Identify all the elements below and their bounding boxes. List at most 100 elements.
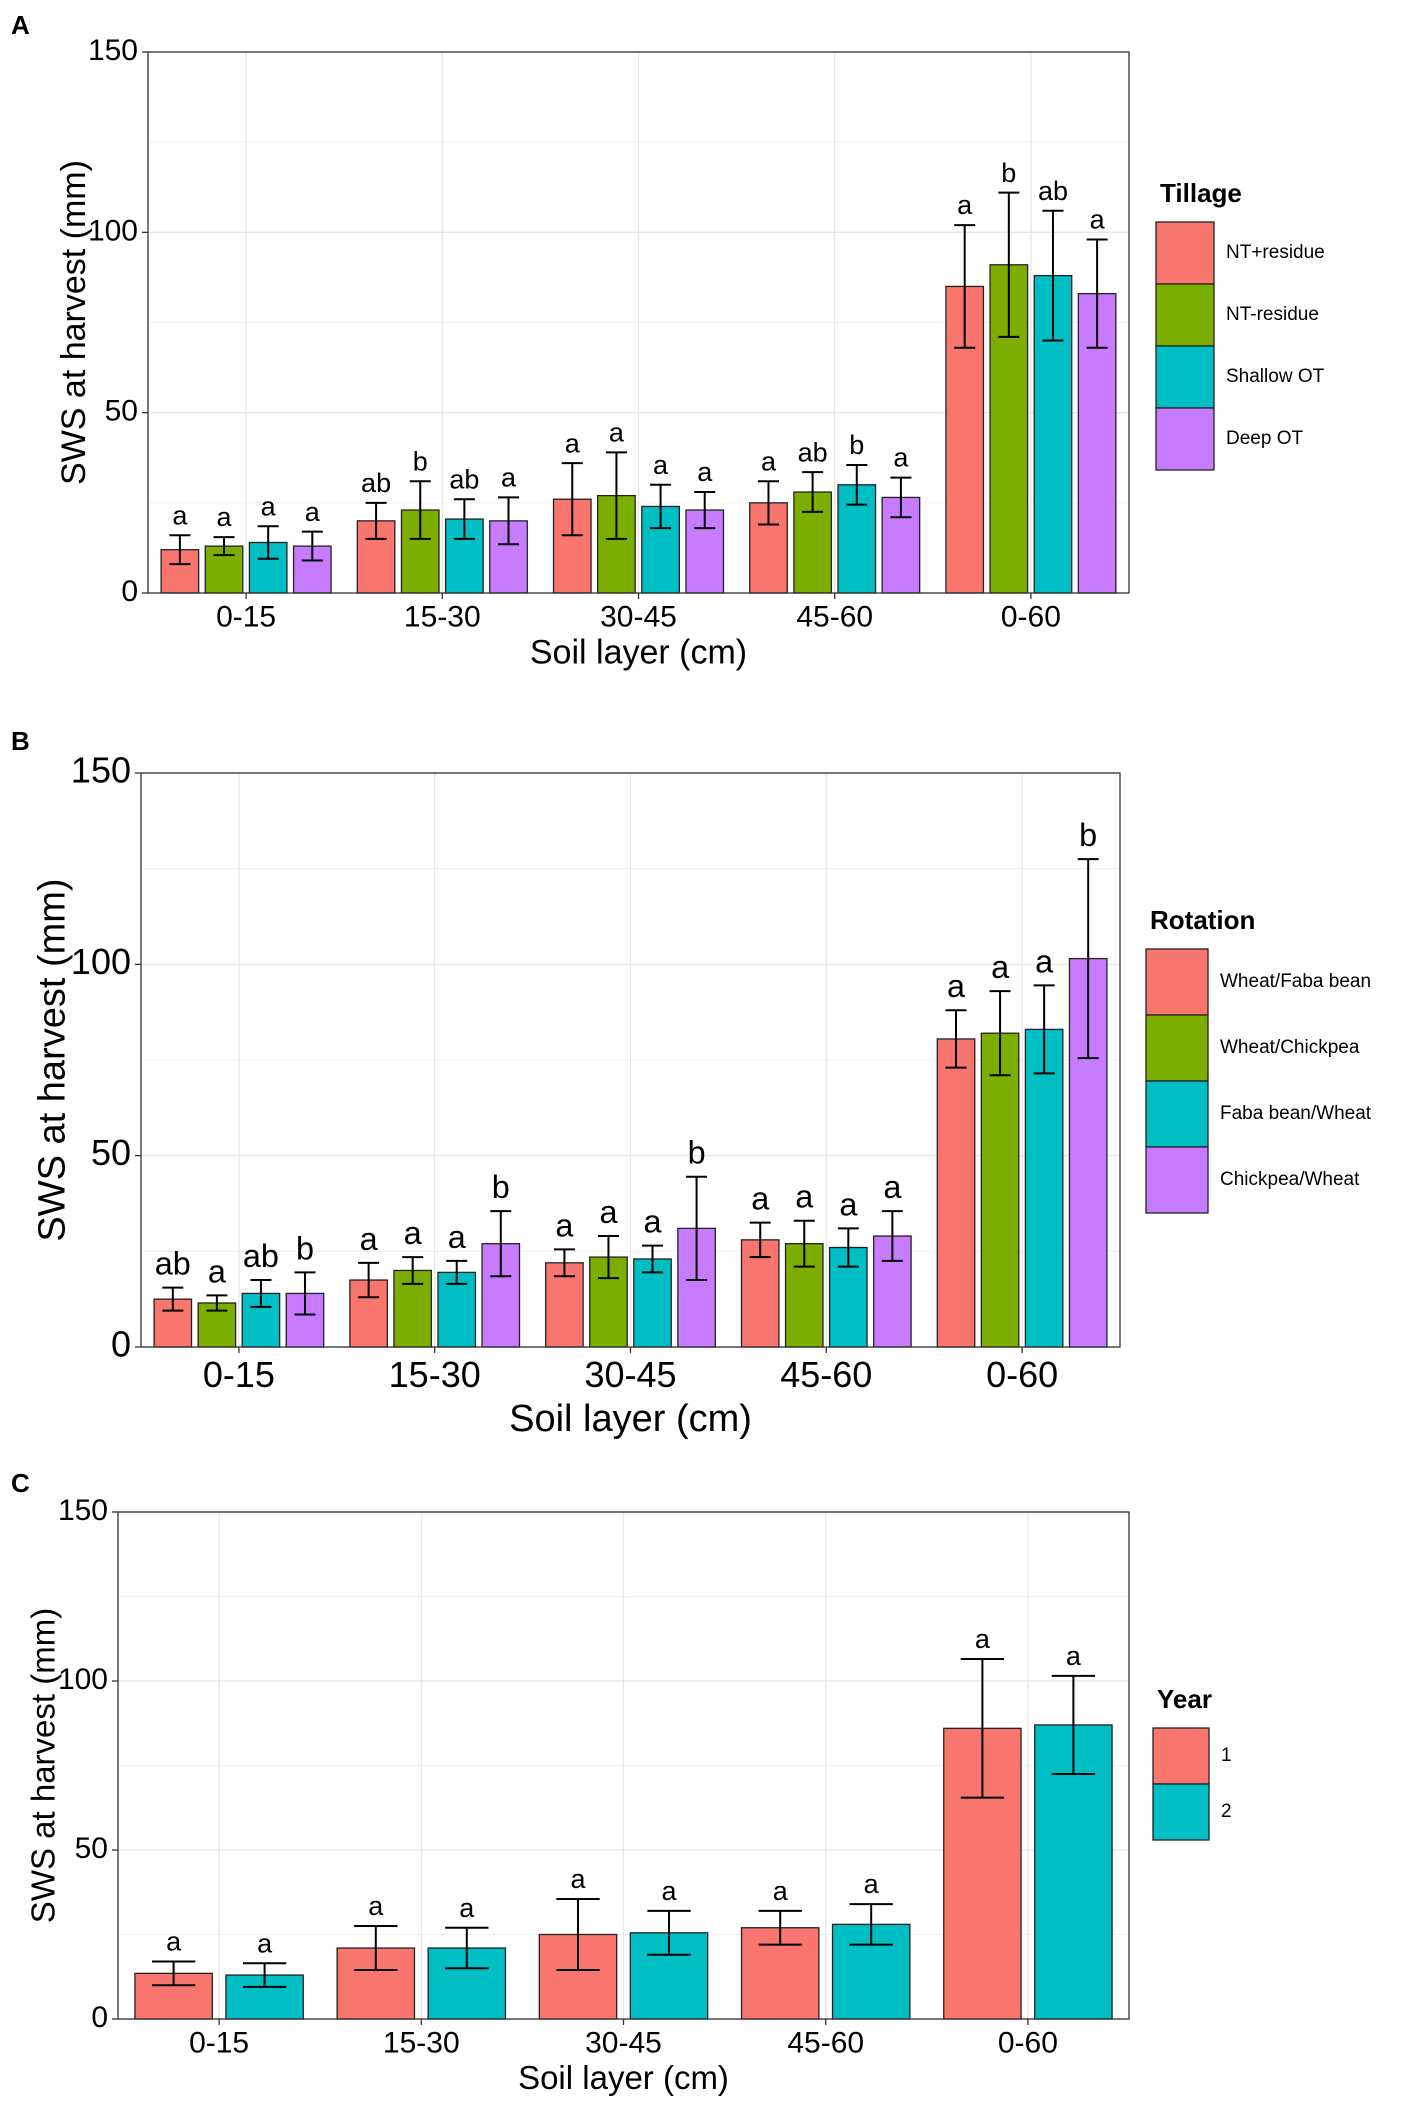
legend-key [1145, 1080, 1209, 1148]
error-bar [553, 1248, 575, 1278]
x-axis-label: Soil layer (cm) [530, 633, 747, 671]
legend-key [1155, 345, 1215, 409]
error-bar [954, 224, 976, 349]
error-bar [837, 1227, 859, 1268]
error-bar [642, 1244, 664, 1274]
error-bar [151, 1960, 196, 1987]
legend-label: 1 [1221, 1745, 1232, 1766]
error-bar [490, 1210, 512, 1278]
x-tick-label: 30-45 [600, 600, 677, 633]
legend-key [1145, 1146, 1209, 1214]
significance-letter: b [688, 1135, 706, 1171]
error-bar [169, 534, 191, 566]
error-bar [301, 530, 323, 562]
significance-letter: a [555, 1207, 574, 1243]
error-bar [453, 498, 475, 540]
x-tick-label: 0-15 [203, 1354, 275, 1395]
significance-letter: a [864, 1869, 880, 1899]
y-axis-label: SWS at harvest (mm) [55, 160, 93, 485]
legend-label: Deep OT [1226, 428, 1303, 449]
error-bar [881, 1210, 903, 1262]
significance-letter: ab [798, 437, 828, 467]
legend-label: NT+residue [1226, 242, 1325, 263]
y-axis-label: SWS at harvest (mm) [25, 1608, 62, 1923]
legend-label: Wheat/Faba bean [1220, 971, 1371, 992]
significance-letter: ab [1038, 176, 1068, 206]
x-tick-label: 45-60 [796, 600, 873, 633]
bar [936, 1038, 976, 1348]
error-bar [1033, 984, 1055, 1075]
significance-letter: a [570, 1864, 586, 1894]
error-bar [757, 480, 779, 526]
error-bar [793, 1219, 815, 1268]
significance-letter: ab [449, 464, 479, 494]
error-bar [1086, 238, 1108, 349]
error-bar [250, 1279, 272, 1308]
x-tick-label: 15-30 [389, 1354, 481, 1395]
plot-border [117, 1511, 1130, 2020]
significance-letter: a [599, 1194, 618, 1230]
significance-letter: b [849, 430, 864, 460]
y-tick-label: 0 [111, 1324, 131, 1365]
legend-key [1152, 1727, 1210, 1785]
legend-key [1152, 1783, 1210, 1841]
x-tick-label: 45-60 [787, 2026, 864, 2059]
y-tick-label: 50 [105, 395, 138, 428]
error-bar [647, 1909, 691, 1956]
significance-letter: a [166, 1927, 182, 1957]
error-bar [561, 462, 583, 537]
x-tick-label: 0-15 [216, 600, 276, 633]
legend-key [1155, 221, 1215, 285]
significance-letter: a [893, 443, 909, 473]
error-bar [849, 1903, 893, 1946]
error-bar [960, 1658, 1005, 1799]
error-bar [213, 536, 235, 557]
significance-letter: a [661, 1876, 677, 1906]
x-tick-label: 15-30 [404, 600, 481, 633]
error-bar [294, 1271, 316, 1316]
significance-letter: a [795, 1179, 814, 1215]
significance-letter: a [261, 491, 277, 521]
error-bar [446, 1259, 468, 1285]
significance-letter: a [459, 1893, 475, 1923]
significance-letter: a [991, 949, 1010, 985]
significance-letter: a [448, 1219, 467, 1255]
legend-label: Faba bean/Wheat [1220, 1103, 1372, 1124]
significance-letter: a [697, 457, 713, 487]
significance-letter: a [501, 463, 517, 493]
x-tick-label: 15-30 [383, 2026, 460, 2059]
y-tick-label: 0 [91, 2001, 108, 2034]
error-bar [597, 1235, 619, 1280]
significance-letter: a [653, 450, 669, 480]
error-bar [409, 480, 431, 540]
error-bar [257, 525, 279, 560]
significance-letter: a [751, 1181, 770, 1217]
error-bar [846, 463, 868, 506]
error-bar [402, 1256, 424, 1285]
error-bar [206, 1294, 228, 1312]
significance-letter: b [1079, 817, 1097, 853]
error-bar [498, 496, 520, 546]
significance-letter: a [1090, 205, 1106, 235]
y-tick-label: 100 [71, 941, 131, 982]
error-bar [989, 990, 1011, 1077]
legend-label: Wheat/Chickpea [1220, 1037, 1360, 1058]
x-tick-label: 30-45 [584, 1354, 676, 1395]
bar [633, 1258, 672, 1348]
y-tick-label: 150 [88, 34, 138, 67]
x-tick-label: 45-60 [780, 1354, 872, 1395]
error-bar [1042, 209, 1064, 342]
x-tick-label: 0-60 [998, 2026, 1058, 2059]
error-bar [556, 1898, 600, 1971]
error-bar [354, 1925, 398, 1971]
significance-letter: b [492, 1169, 510, 1205]
significance-letter: ab [361, 468, 391, 498]
significance-letter: a [609, 417, 625, 447]
error-bar [802, 471, 824, 513]
y-tick-label: 0 [121, 575, 138, 608]
y-tick-label: 50 [91, 1132, 131, 1173]
significance-letter: a [368, 1891, 384, 1921]
y-tick-label: 150 [58, 1494, 108, 1527]
significance-letter: b [413, 446, 428, 476]
